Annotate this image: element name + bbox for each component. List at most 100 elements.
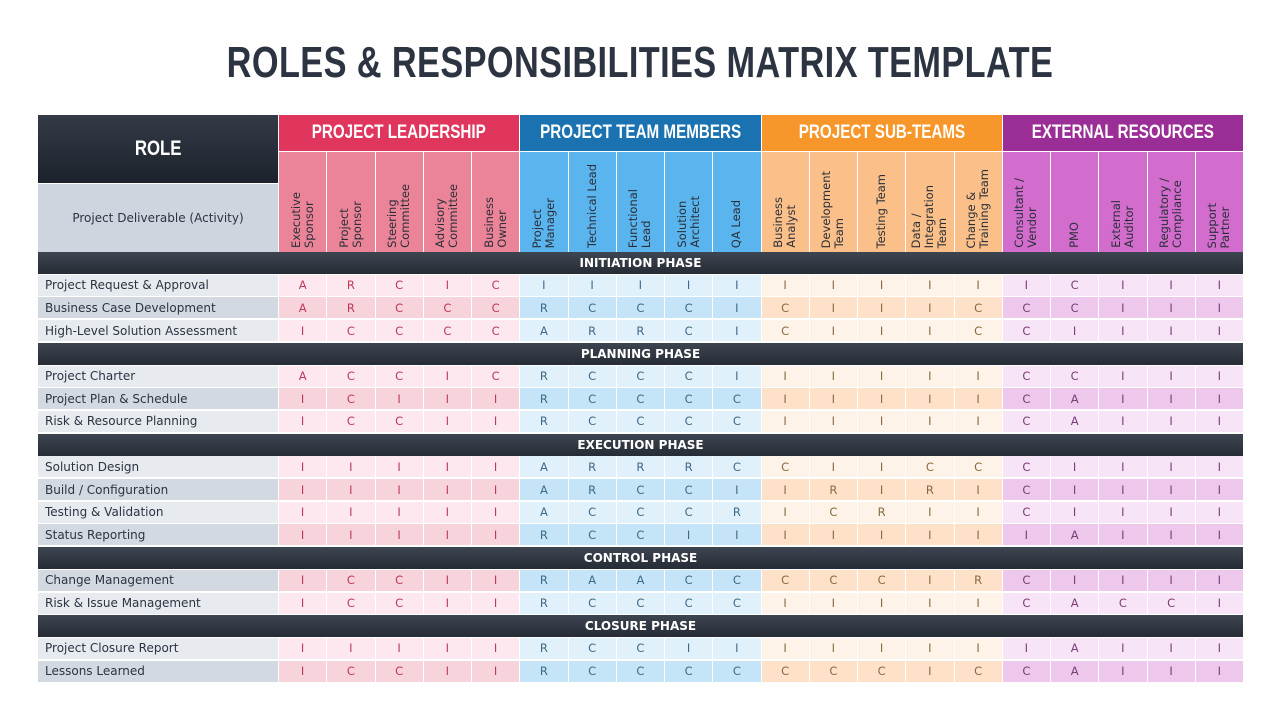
raci-cell: A (519, 320, 568, 343)
raci-cell: I (664, 524, 713, 547)
raci-cell: C (615, 524, 664, 547)
raci-cell: R (615, 320, 664, 343)
raci-cell: I (1050, 501, 1099, 524)
role-name: QA Lead (729, 199, 744, 248)
raci-cell: C (567, 501, 616, 524)
raci-cell: I (1146, 660, 1195, 683)
raci-cell: I (1098, 388, 1147, 411)
raci-cell: R (712, 501, 761, 524)
raci-cell: I (278, 660, 327, 683)
raci-cell: I (1098, 479, 1147, 501)
raci-cell: C (615, 365, 664, 388)
raci-cell: I (567, 274, 616, 297)
raci-cell: C (664, 660, 713, 683)
raci-cell: C (664, 479, 713, 501)
role-name: Development Team (819, 170, 847, 248)
raci-cell: R (664, 456, 713, 479)
raci-cell: I (1098, 637, 1147, 660)
raci-cell: I (1194, 524, 1243, 547)
raci-cell: C (664, 388, 713, 411)
raci-cell: C (615, 592, 664, 615)
raci-cell: I (1050, 320, 1099, 343)
raci-cell: C (374, 297, 423, 320)
activity-header: Project Deliverable (Activity) (38, 184, 278, 252)
raci-cell: C (712, 410, 761, 433)
raci-cell: I (1194, 660, 1243, 683)
raci-cell: I (712, 365, 761, 388)
raci-cell: I (712, 320, 761, 343)
raci-cell: I (712, 297, 761, 320)
raci-cell: I (278, 410, 327, 433)
raci-cell: C (760, 660, 809, 683)
raci-cell: C (326, 388, 375, 411)
raci-cell: C (615, 479, 664, 501)
raci-cell: I (471, 456, 520, 479)
raci-cell: I (1194, 479, 1243, 501)
raci-cell: I (953, 410, 1002, 433)
raci-cell: I (326, 501, 375, 524)
raci-cell: I (1194, 388, 1243, 411)
raci-cell: C (857, 569, 906, 592)
raci-cell: I (374, 501, 423, 524)
role-column-header: Functional Lead (615, 152, 664, 252)
role-name: Functional Lead (626, 188, 654, 248)
raci-cell: I (953, 274, 1002, 297)
role-column-header: Regulatory / Compliance (1146, 152, 1195, 252)
raci-cell: I (808, 274, 857, 297)
activity-label: Risk & Resource Planning (38, 410, 278, 433)
raci-cell: C (374, 365, 423, 388)
role-name: Advisory Committee (433, 184, 461, 248)
raci-cell: I (278, 524, 327, 547)
raci-cell: C (567, 592, 616, 615)
raci-cell: I (1050, 569, 1099, 592)
raci-cell: C (1001, 410, 1050, 433)
raci-cell: I (808, 410, 857, 433)
raci-cell: C (1001, 501, 1050, 524)
raci-cell: I (1194, 320, 1243, 343)
raci-cell: A (519, 501, 568, 524)
raci-cell: I (905, 592, 954, 615)
raci-cell: I (905, 297, 954, 320)
role-name: Regulatory / Compliance (1157, 178, 1185, 248)
raci-cell: I (471, 569, 520, 592)
raci-cell: C (326, 365, 375, 388)
raci-cell: I (422, 660, 471, 683)
raci-cell: I (1194, 592, 1243, 615)
raci-cell: R (519, 365, 568, 388)
raci-cell: I (1098, 297, 1147, 320)
group-header: PROJECT TEAM MEMBERS (519, 115, 761, 151)
raci-cell: R (326, 297, 375, 320)
raci-cell: I (471, 592, 520, 615)
raci-cell: I (1146, 297, 1195, 320)
raci-cell: I (857, 637, 906, 660)
raci-cell: I (278, 320, 327, 343)
raci-cell: C (326, 410, 375, 433)
raci-cell: R (808, 479, 857, 501)
raci-cell: R (567, 320, 616, 343)
raci-cell: A (1050, 388, 1099, 411)
raci-cell: C (422, 320, 471, 343)
raci-cell: C (664, 501, 713, 524)
raci-cell: R (519, 410, 568, 433)
role-column-header: QA Lead (712, 152, 761, 252)
raci-cell: I (905, 501, 954, 524)
raci-cell: C (712, 592, 761, 615)
raci-cell: I (1098, 524, 1147, 547)
raci-cell: I (1194, 637, 1243, 660)
raci-cell: A (1050, 592, 1099, 615)
raci-cell: C (1001, 569, 1050, 592)
raci-cell: I (1098, 501, 1147, 524)
activity-label: Project Request & Approval (38, 274, 278, 297)
raci-cell: I (422, 365, 471, 388)
raci-cell: I (808, 456, 857, 479)
phase-header: EXECUTION PHASE (38, 433, 1243, 456)
raci-cell: R (519, 388, 568, 411)
raci-cell: I (326, 456, 375, 479)
raci-cell: I (278, 592, 327, 615)
raci-cell: I (1098, 410, 1147, 433)
raci-cell: I (1194, 501, 1243, 524)
page-title: ROLES & RESPONSIBILITIES MATRIX TEMPLATE (226, 38, 1054, 87)
raci-cell: C (326, 660, 375, 683)
raci-cell: I (905, 637, 954, 660)
raci-cell: C (326, 592, 375, 615)
